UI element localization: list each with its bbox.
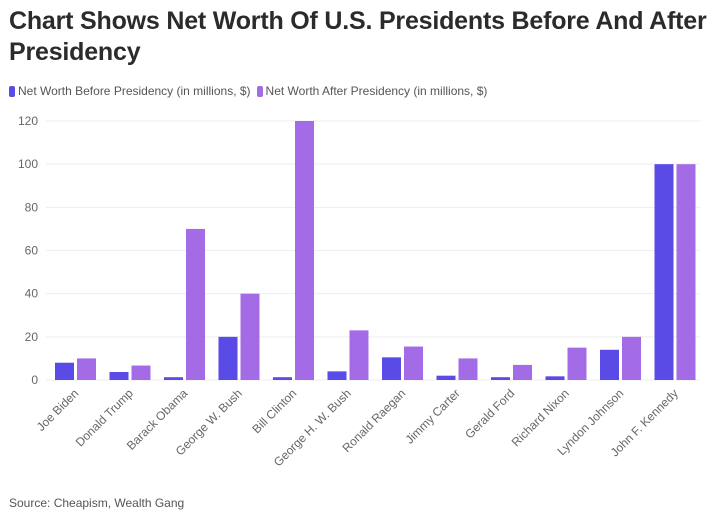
bar-before xyxy=(382,357,401,380)
legend-swatch-before xyxy=(9,85,15,97)
source-note: Source: Cheapism, Wealth Gang xyxy=(9,496,185,510)
bar-before xyxy=(654,164,674,380)
bar-before xyxy=(327,371,347,380)
legend-swatch-after xyxy=(256,85,263,97)
chart-title: Chart Shows Net Worth Of U.S. Presidents… xyxy=(9,7,707,66)
bar-before xyxy=(109,372,129,380)
y-tick-label: 0 xyxy=(31,373,38,387)
bar-before xyxy=(600,349,619,380)
y-tick-label: 40 xyxy=(25,287,39,301)
y-tick-label: 80 xyxy=(25,200,39,214)
x-tick-label: Jimmy Carter xyxy=(403,386,463,446)
bar-before xyxy=(273,377,292,380)
bar-after xyxy=(567,347,587,380)
bar-after xyxy=(622,336,641,380)
bar-before xyxy=(218,336,238,380)
bar-before xyxy=(545,376,565,380)
bar-after xyxy=(513,364,532,380)
bar-before xyxy=(491,377,510,380)
x-tick-label: Bill Clinton xyxy=(249,386,299,436)
legend-label-before: Net Worth Before Presidency (in millions… xyxy=(18,84,251,98)
bar-after xyxy=(131,365,151,380)
bar-before xyxy=(55,362,74,380)
y-tick-label: 100 xyxy=(18,157,38,171)
bar-before xyxy=(436,375,456,380)
bar-after xyxy=(77,358,96,380)
legend-item-after: Net Worth After Presidency (in millions,… xyxy=(256,84,488,98)
x-tick-label: Gerald Ford xyxy=(462,386,517,441)
legend-item-before: Net Worth Before Presidency (in millions… xyxy=(9,84,251,98)
x-tick-label: Joe Biden xyxy=(34,386,82,434)
y-tick-label: 60 xyxy=(25,244,39,258)
legend-label-after: Net Worth After Presidency (in millions,… xyxy=(265,84,488,98)
bar-after xyxy=(240,293,260,380)
bar-after xyxy=(404,346,423,380)
bar-after xyxy=(295,121,314,380)
bar-after xyxy=(676,164,696,380)
bar-after xyxy=(349,330,369,380)
legend: Net Worth Before Presidency (in millions… xyxy=(9,84,487,98)
bar-before xyxy=(164,377,183,380)
y-tick-label: 20 xyxy=(25,330,39,344)
y-tick-label: 120 xyxy=(18,114,38,128)
bar-after xyxy=(186,228,205,380)
bar-after xyxy=(458,358,478,380)
